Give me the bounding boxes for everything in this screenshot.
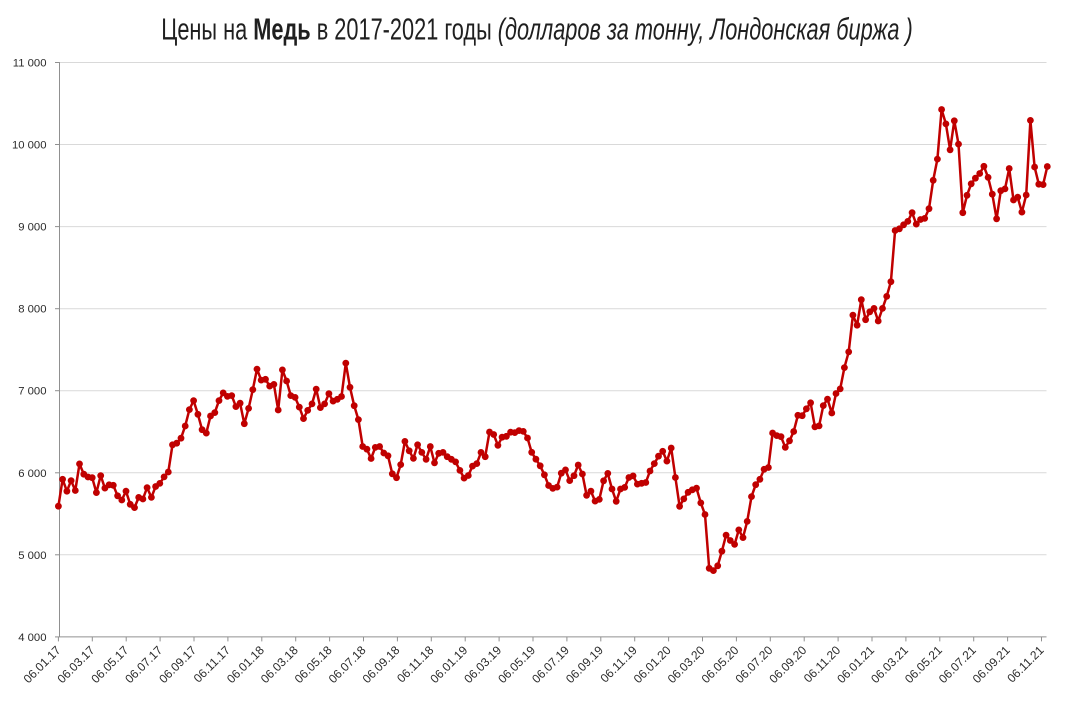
svg-text:7 000: 7 000: [18, 386, 46, 398]
svg-text:4 000: 4 000: [18, 632, 46, 644]
svg-text:9 000: 9 000: [18, 222, 46, 234]
svg-text:11 000: 11 000: [13, 58, 47, 70]
svg-text:Цены на Медь в 2017-2021 годы: Цены на Медь в 2017-2021 годы (долларов …: [161, 12, 913, 47]
svg-text:8 000: 8 000: [18, 304, 46, 316]
svg-text:5 000: 5 000: [18, 550, 46, 562]
svg-text:10 000: 10 000: [12, 140, 47, 152]
svg-text:6 000: 6 000: [18, 468, 46, 480]
